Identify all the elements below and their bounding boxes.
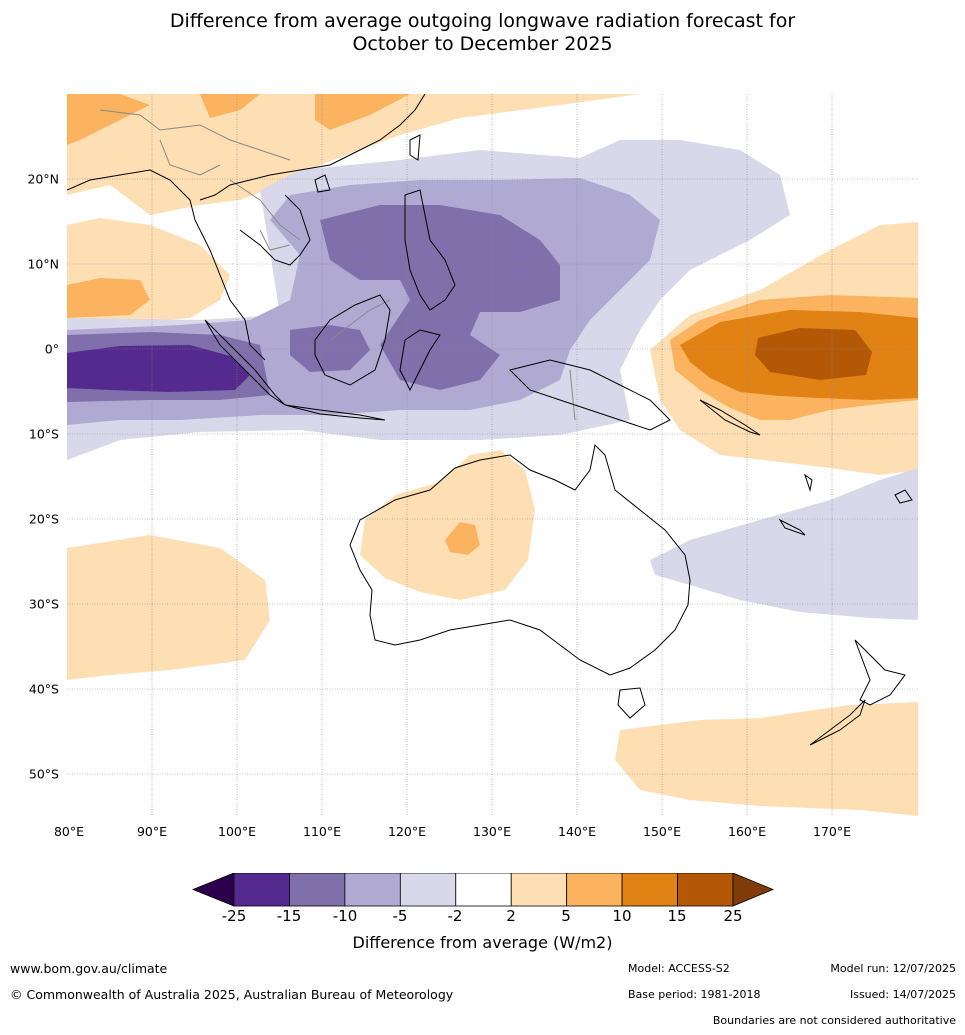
colorbar-tick: 10 <box>612 907 632 925</box>
lat-label-20s: 20°S <box>28 511 59 527</box>
lon-label-90e: 90°E <box>136 824 168 839</box>
colorbar-tick: 25 <box>723 907 743 925</box>
footer-model: Model: ACCESS-S2 <box>628 962 730 975</box>
map-title: Difference from average outgoing longwav… <box>0 10 965 56</box>
colorbar-tick: -2 <box>447 907 463 925</box>
lon-label-130e: 130°E <box>472 824 512 839</box>
footer-issued: Issued: 14/07/2025 <box>849 988 956 1001</box>
footer-copyright: © Commonwealth of Australia 2025, Austra… <box>10 987 454 1002</box>
lon-label-150e: 150°E <box>642 824 682 839</box>
footer-website[interactable]: www.bom.gov.au/climate <box>10 961 168 976</box>
lon-label-120e: 120°E <box>387 824 427 839</box>
title-line-2: October to December 2025 <box>352 33 613 55</box>
colorbar-swatch <box>677 873 734 907</box>
lat-label-20n: 20°N <box>27 171 59 187</box>
colorbar-over-extend <box>732 873 774 907</box>
anomaly-positive-extreme <box>755 328 872 380</box>
colorbar-swatch <box>455 873 512 907</box>
lat-label-50s: 50°S <box>28 766 59 782</box>
lon-label-170e: 170°E <box>812 824 852 839</box>
colorbar-tick: -15 <box>276 907 302 925</box>
colorbar-tick: 2 <box>506 907 516 925</box>
coastlines <box>67 94 913 746</box>
lon-label-100e: 100°E <box>217 824 257 839</box>
lat-label-0: 0° <box>44 341 59 357</box>
lon-label-110e: 110°E <box>302 824 342 839</box>
colorbar-swatch <box>399 873 457 907</box>
footer-disclaimer: Boundaries are not considered authoritat… <box>712 1014 956 1027</box>
forecast-map[interactable] <box>67 94 918 816</box>
title-line-1: Difference from average outgoing longwav… <box>169 10 796 32</box>
colorbar-tick: 15 <box>667 907 687 925</box>
lat-label-40s: 40°S <box>28 681 59 697</box>
lon-label-80e: 80°E <box>53 824 85 839</box>
colorbar-swatch <box>621 873 678 907</box>
graticule <box>67 94 918 816</box>
colorbar-under-extend <box>192 873 235 907</box>
colorbar-tick: -10 <box>332 907 358 925</box>
colorbar-swatch <box>344 873 401 907</box>
lat-label-30s: 30°S <box>28 596 59 612</box>
colorbar <box>192 873 774 907</box>
lon-label-160e: 160°E <box>727 824 767 839</box>
anomaly-negative-extreme <box>67 345 250 392</box>
colorbar-swatch <box>233 873 290 907</box>
colorbar-tick: 5 <box>561 907 571 925</box>
colorbar-swatch <box>566 873 623 907</box>
colorbar-tick: -25 <box>221 907 247 925</box>
colorbar-swatch <box>510 873 568 907</box>
footer-model-run: Model run: 12/07/2025 <box>830 962 956 975</box>
lat-label-10n: 10°N <box>27 256 59 272</box>
colorbar-tick: -5 <box>392 907 408 925</box>
lon-label-140e: 140°E <box>557 824 597 839</box>
country-borders <box>99 109 576 421</box>
colorbar-swatch <box>289 873 346 907</box>
colorbar-label: Difference from average (W/m2) <box>352 933 613 952</box>
lat-label-10s: 10°S <box>28 426 59 442</box>
footer-base-period: Base period: 1981-2018 <box>628 988 761 1001</box>
